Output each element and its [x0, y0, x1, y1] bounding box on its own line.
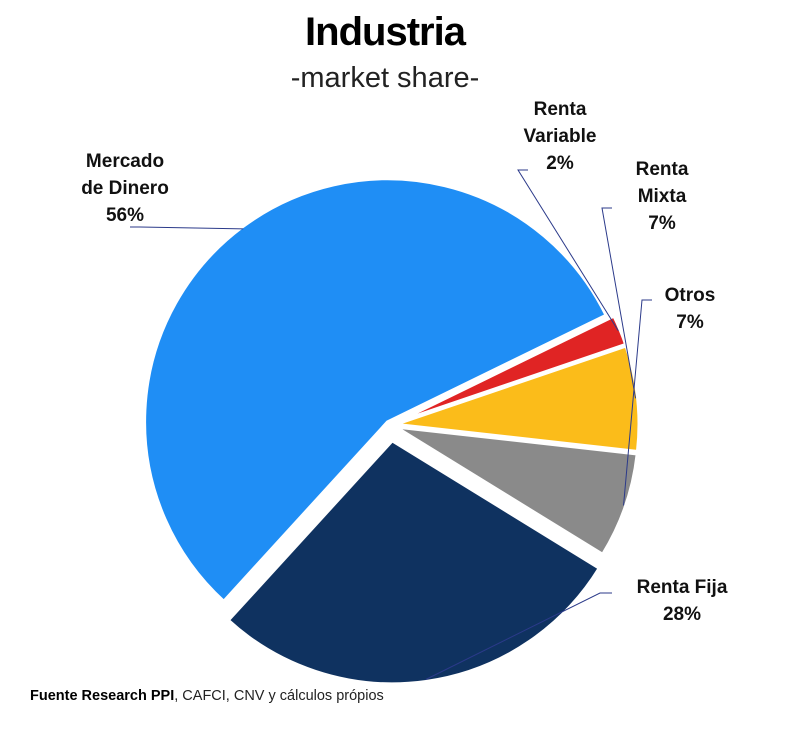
- label-renta-mixta-line-1: Renta: [635, 159, 689, 180]
- label-renta-variable-line-1: Renta: [533, 99, 587, 120]
- label-mercado-de-dinero-value: 56%: [105, 205, 145, 226]
- label-mercado-de-dinero-line-2: de Dinero: [81, 178, 169, 199]
- chart-subtitle: -market share-: [290, 62, 480, 94]
- label-renta-fija: Renta Fija 28%: [612, 574, 752, 628]
- label-renta-mixta: Renta Mixta 7%: [612, 156, 712, 237]
- chart-title: Industria: [305, 10, 466, 54]
- label-otros-value: 7%: [676, 312, 704, 333]
- label-renta-fija-line-1: Renta Fija: [636, 577, 728, 598]
- label-renta-fija-value: 28%: [662, 604, 702, 625]
- label-mercado-de-dinero-line-1: Mercado: [85, 151, 165, 172]
- slice-otros: [394, 425, 639, 556]
- source-rest: , CAFCI, CNV y cálculos própios: [174, 688, 384, 704]
- source-bold: Fuente Research PPI: [30, 688, 175, 704]
- label-renta-variable: Renta Variable 2%: [460, 96, 660, 177]
- label-renta-variable-value: 2%: [546, 153, 574, 174]
- label-renta-mixta-line-2: Mixta: [637, 186, 687, 207]
- slice-mercado-de-dinero: [143, 177, 608, 603]
- leader-line-mercado-de-dinero: [130, 226, 244, 230]
- leader-line-renta-mixta: [601, 207, 637, 399]
- label-renta-variable-line-2: Variable: [523, 126, 597, 147]
- label-otros-line-1: Otros: [664, 285, 716, 306]
- leader-line-renta-variable: [517, 169, 619, 332]
- label-mercado-de-dinero: Mercado de Dinero 56%: [20, 148, 230, 229]
- label-renta-mixta-value: 7%: [648, 213, 676, 234]
- leader-line-otros: [623, 299, 652, 506]
- label-otros: Otros 7%: [640, 282, 740, 336]
- source-note: Fuente Research PPI, CAFCI, CNV y cálcul…: [30, 688, 384, 704]
- leader-line-renta-fija: [425, 592, 612, 680]
- slice-renta-fija: [226, 439, 601, 686]
